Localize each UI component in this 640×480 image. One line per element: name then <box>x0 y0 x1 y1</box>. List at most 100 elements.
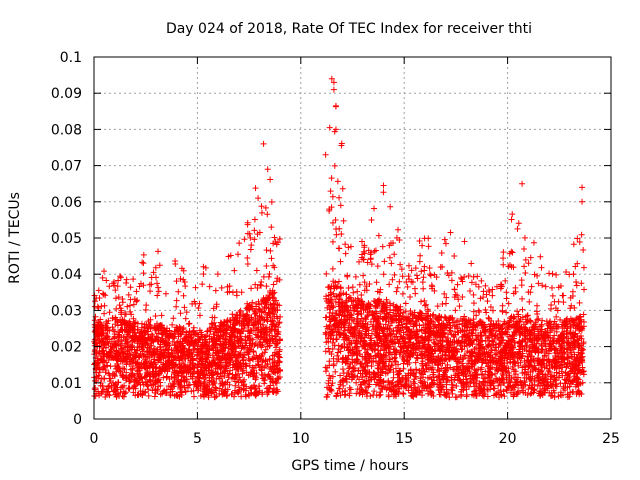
data-point <box>172 258 179 265</box>
data-point <box>119 296 126 303</box>
data-point <box>223 329 230 336</box>
data-point <box>123 280 130 287</box>
data-point <box>101 375 108 382</box>
data-point <box>275 375 282 382</box>
data-point <box>98 388 105 395</box>
data-point <box>195 370 202 377</box>
data-point <box>274 386 281 393</box>
data-point <box>95 287 102 294</box>
data-point <box>266 270 273 277</box>
data-point <box>125 291 132 298</box>
data-point <box>252 308 259 315</box>
data-point <box>140 270 147 277</box>
data-point <box>156 262 163 269</box>
data-point <box>276 236 283 243</box>
data-point <box>122 311 129 318</box>
data-point <box>274 315 281 322</box>
data-point <box>140 282 147 289</box>
data-point <box>152 264 159 271</box>
data-point <box>252 315 259 322</box>
data-point <box>268 198 275 205</box>
data-point <box>153 347 160 354</box>
data-point <box>237 351 244 358</box>
data-point <box>272 344 279 351</box>
data-point <box>267 247 274 254</box>
data-point <box>121 382 128 389</box>
data-point <box>214 365 221 372</box>
data-point <box>212 287 219 294</box>
data-point <box>177 310 184 317</box>
data-point <box>226 381 233 388</box>
data-point <box>231 351 238 358</box>
data-point <box>112 340 119 347</box>
data-point <box>182 388 189 395</box>
data-point <box>149 374 156 381</box>
data-point <box>268 255 275 262</box>
data-point <box>170 315 177 322</box>
data-point <box>101 268 108 275</box>
data-points <box>91 75 588 401</box>
data-point <box>190 393 197 400</box>
data-point <box>253 352 260 359</box>
data-point <box>126 385 133 392</box>
data-point <box>152 313 159 320</box>
data-point <box>244 221 251 228</box>
data-point <box>257 281 264 288</box>
data-point <box>265 273 272 280</box>
data-point <box>96 392 103 399</box>
data-point <box>274 275 281 282</box>
data-point <box>258 209 265 216</box>
data-point <box>196 327 203 334</box>
data-point <box>251 216 258 223</box>
data-point <box>128 311 135 318</box>
data-point <box>213 303 220 310</box>
data-point <box>204 328 211 335</box>
data-point <box>113 342 120 349</box>
data-point <box>269 294 276 301</box>
data-point <box>101 310 108 317</box>
data-point <box>143 373 150 380</box>
data-point <box>136 283 143 290</box>
data-point <box>155 284 162 291</box>
data-point <box>114 317 121 324</box>
data-point <box>225 374 232 381</box>
data-point <box>243 340 250 347</box>
data-point <box>261 349 268 356</box>
data-point <box>116 337 123 344</box>
data-point <box>144 382 151 389</box>
data-point <box>194 369 201 376</box>
data-point <box>166 376 173 383</box>
data-point <box>192 284 199 291</box>
data-point <box>154 280 161 287</box>
data-point <box>267 301 274 308</box>
data-point <box>241 324 248 331</box>
data-point <box>188 388 195 395</box>
data-point <box>134 340 141 347</box>
data-point <box>229 375 236 382</box>
data-point <box>117 273 124 280</box>
data-point <box>250 356 257 363</box>
data-point <box>150 269 157 276</box>
data-point <box>172 353 179 360</box>
data-point <box>115 294 122 301</box>
data-point <box>209 314 216 321</box>
data-point <box>216 385 223 392</box>
data-point <box>107 375 114 382</box>
data-point <box>119 372 126 379</box>
data-point <box>148 331 155 338</box>
data-point <box>267 328 274 335</box>
data-point <box>94 355 101 362</box>
data-point <box>177 275 184 282</box>
data-point <box>91 298 98 305</box>
data-point <box>191 331 198 338</box>
data-point <box>263 262 270 269</box>
data-point <box>244 255 251 262</box>
data-point <box>123 276 130 283</box>
data-point <box>165 346 172 353</box>
data-point <box>138 341 145 348</box>
data-point <box>236 240 243 247</box>
data-point <box>229 311 236 318</box>
data-point <box>231 267 238 274</box>
data-point <box>165 383 172 390</box>
